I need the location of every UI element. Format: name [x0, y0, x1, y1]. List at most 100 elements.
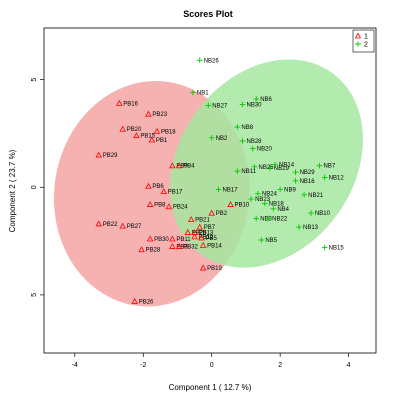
point-marker-PB22 [95, 220, 103, 227]
point-marker-NB16 [292, 178, 299, 184]
legend-marker-group-2 [355, 41, 361, 47]
point-marker-NB9 [277, 186, 283, 193]
point-label-NB30: NB30 [247, 102, 263, 108]
point-label-NB14: NB14 [279, 163, 295, 169]
point-marker-NB5 [258, 237, 265, 243]
point-label-PB28: PB28 [146, 248, 161, 254]
point-marker-NB3 [253, 215, 260, 222]
point-marker-NB10 [308, 210, 314, 216]
x-tick-label-3: 2 [278, 362, 282, 369]
point-label-NB13: NB13 [303, 225, 319, 231]
point-label-NB16: NB16 [300, 179, 316, 185]
point-label-PB9: PB9 [176, 164, 188, 170]
point-marker-PB19 [199, 264, 207, 271]
point-marker-NB15 [321, 244, 328, 251]
x-tick-label-1: -2 [140, 362, 146, 369]
point-label-PB7: PB7 [204, 225, 216, 231]
point-label-PB25: PB25 [192, 230, 207, 236]
point-marker-NB28 [239, 138, 246, 144]
point-marker-PB20 [119, 125, 127, 132]
point-label-PB16: PB16 [123, 101, 138, 107]
point-marker-PB23 [145, 110, 152, 117]
point-label-PB19: PB19 [207, 266, 222, 272]
point-marker-PB30 [146, 235, 154, 242]
point-label-PB26: PB26 [139, 299, 154, 305]
point-marker-NB7 [316, 162, 323, 169]
x-tick-label-4: 4 [347, 362, 351, 369]
point-label-PB5: PB5 [205, 236, 217, 242]
point-marker-NB20 [249, 145, 256, 152]
point-label-PB21: PB21 [195, 218, 210, 224]
point-label-NB9: NB9 [284, 187, 296, 193]
point-label-PB20: PB20 [127, 127, 142, 133]
point-marker-NB4 [270, 205, 277, 212]
point-marker-PB24 [165, 203, 173, 210]
point-marker-PB16 [116, 99, 123, 106]
point-marker-PB8 [146, 201, 154, 207]
point-marker-NB1 [190, 89, 196, 96]
point-label-PB2: PB2 [216, 211, 228, 217]
point-label-PB23: PB23 [152, 112, 167, 118]
point-label-PB12: PB12 [199, 235, 214, 241]
point-label-PB24: PB24 [173, 205, 188, 211]
point-label-PB29: PB29 [103, 153, 118, 159]
point-label-NB27: NB27 [212, 103, 228, 109]
point-label-NB18: NB18 [269, 201, 285, 207]
point-label-PB13: PB13 [199, 230, 214, 236]
point-marker-NB11 [234, 168, 241, 174]
point-label-NB19: NB19 [274, 166, 290, 172]
point-marker-PB29 [95, 151, 103, 158]
chart-title: Scores Plot [183, 9, 233, 19]
y-tick-label-0: 5 [31, 78, 38, 82]
point-label-NB8: NB8 [241, 125, 253, 131]
point-label-NB26: NB26 [204, 58, 220, 64]
y-axis-title: Component 2 ( 23.7 %) [8, 149, 17, 232]
point-label-NB12: NB12 [329, 176, 345, 182]
point-marker-NB24 [255, 190, 261, 197]
point-marker-PB11 [169, 235, 176, 242]
legend-label-group-1: 1 [364, 34, 368, 41]
point-marker-NB19 [267, 165, 273, 171]
point-label-PB6: PB6 [152, 184, 164, 190]
point-label-PB15: PB15 [140, 134, 155, 140]
point-marker-NB6 [253, 96, 260, 102]
point-marker-PB14 [199, 241, 207, 248]
point-label-PB8: PB8 [154, 202, 166, 208]
point-label-NB7: NB7 [324, 164, 336, 170]
point-label-NB23: NB23 [255, 197, 271, 203]
plot-frame [43, 27, 377, 354]
point-label-PB14: PB14 [207, 243, 222, 249]
point-marker-NB13 [296, 224, 302, 230]
point-label-NB29: NB29 [300, 170, 316, 176]
point-label-PB1: PB1 [156, 138, 168, 144]
point-marker-PB2 [208, 209, 215, 216]
point-label-PB17: PB17 [168, 190, 183, 196]
point-marker-PB32 [175, 243, 183, 249]
point-label-NB2: NB2 [216, 136, 228, 142]
legend-label-group-2: 2 [364, 42, 368, 49]
x-axis: -4 -2 0 2 4 [72, 353, 351, 369]
legend-marker-group-1 [354, 32, 362, 39]
point-marker-NB8 [234, 124, 241, 130]
point-label-NB6: NB6 [260, 97, 272, 103]
point-marker-PB21 [187, 216, 195, 223]
point-label-NB11: NB11 [241, 169, 256, 175]
point-label-PB32: PB32 [183, 244, 198, 250]
point-label-NB4: NB4 [277, 207, 289, 213]
point-marker-NB30 [239, 101, 246, 108]
confidence-ellipse-group-2 [169, 59, 363, 268]
point-marker-PB4 [175, 162, 183, 169]
point-label-NB3: NB3 [260, 216, 272, 222]
legend: 12 [352, 29, 375, 53]
point-marker-NB17 [215, 186, 222, 193]
point-marker-NB22 [265, 215, 271, 222]
point-marker-PB5 [198, 234, 205, 241]
point-label-PB30: PB30 [154, 237, 169, 243]
point-label-NB10: NB10 [315, 211, 331, 217]
point-label-PB3: PB3 [176, 244, 188, 250]
point-marker-PB7 [196, 223, 204, 230]
point-marker-PB28 [138, 246, 145, 253]
point-label-PB22: PB22 [103, 222, 118, 228]
